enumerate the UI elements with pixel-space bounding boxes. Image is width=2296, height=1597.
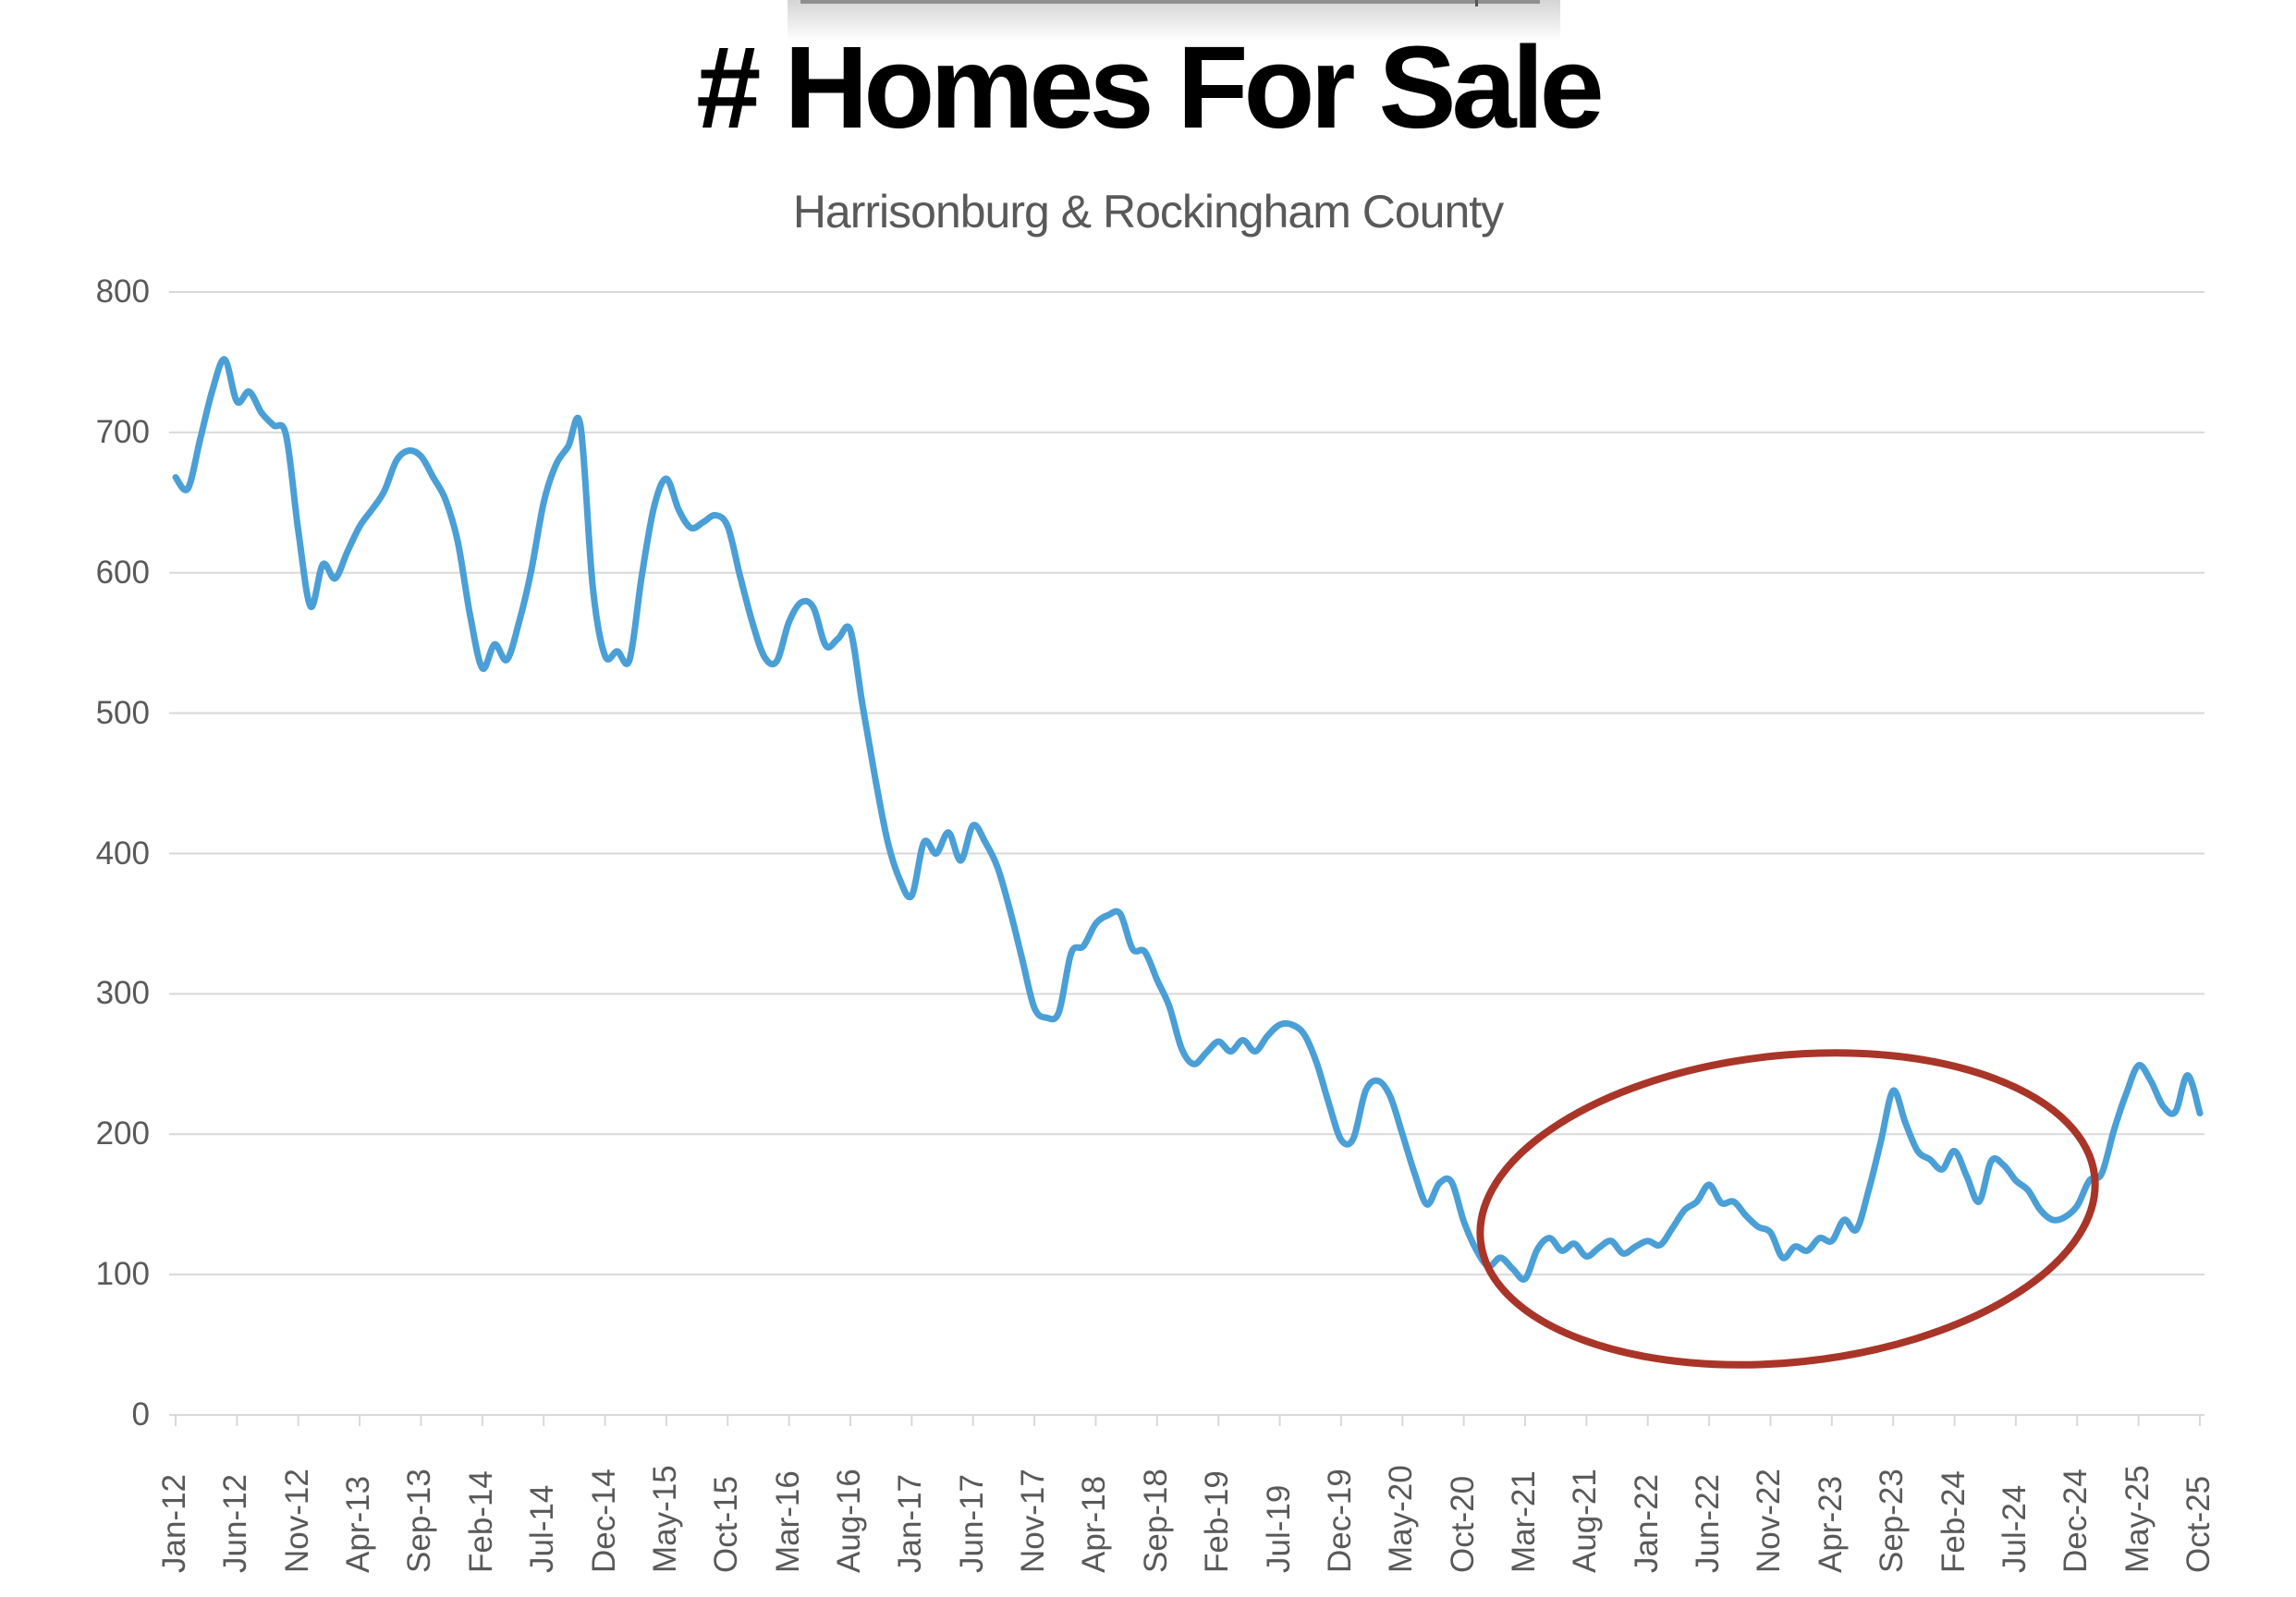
y-axis-label: 500 [95, 694, 150, 731]
x-axis-label: Jan-12 [156, 1473, 192, 1573]
y-axis-label: 700 [95, 413, 150, 450]
screenshot-artifact-bar [800, 0, 1540, 4]
x-axis-label: Nov-12 [278, 1469, 315, 1573]
x-axis-label: Feb-19 [1199, 1470, 1236, 1573]
x-axis-label: Jun-17 [953, 1473, 990, 1573]
x-axis-label: Apr-23 [1812, 1475, 1849, 1573]
x-axis-label: Sep-23 [1874, 1469, 1911, 1573]
x-axis-label: Jul-24 [1996, 1484, 2033, 1573]
x-axis-label: Feb-14 [462, 1470, 499, 1573]
x-axis-label: Aug-16 [831, 1469, 867, 1573]
x-axis-label: Sep-13 [401, 1469, 438, 1573]
y-axis-label: 800 [95, 274, 150, 310]
series-line [172, 356, 2204, 1283]
x-axis-label: Aug-21 [1567, 1469, 1604, 1573]
x-axis-label: Dec-14 [585, 1469, 622, 1573]
chart-subtitle: Harrisonburg & Rockingham County [792, 186, 1504, 238]
x-axis-label: Mar-16 [769, 1470, 806, 1573]
x-axis-label: Jul-14 [524, 1484, 561, 1573]
x-axis-label: Apr-13 [340, 1475, 377, 1573]
chart-title: # Homes For Sale [696, 22, 1604, 152]
y-axis-label: 0 [131, 1396, 150, 1432]
y-axis-label: 600 [95, 554, 150, 591]
x-axis-label: Oct-15 [708, 1475, 745, 1573]
x-axis-label: May-25 [2119, 1465, 2156, 1573]
x-axis-label: Oct-20 [1444, 1475, 1481, 1573]
x-axis-label: Feb-24 [1935, 1470, 1972, 1573]
x-axis-label: Nov-17 [1015, 1469, 1052, 1573]
y-axis-label: 400 [95, 835, 150, 872]
x-axis-label: May-20 [1383, 1465, 1420, 1573]
x-axis-label: Jun-12 [217, 1473, 254, 1573]
x-axis-label: Jan-22 [1628, 1473, 1665, 1573]
x-axis-label: Dec-24 [2058, 1469, 2094, 1573]
x-axis-label: Jun-22 [1690, 1473, 1727, 1573]
annotation-ellipse [1476, 1049, 2099, 1369]
y-axis-label: 200 [95, 1115, 150, 1152]
x-axis-label: May-15 [646, 1465, 683, 1573]
x-axis-label: Jul-19 [1260, 1484, 1297, 1573]
x-axis-label: Jan-17 [892, 1473, 929, 1573]
y-axis-label: 300 [95, 975, 150, 1012]
x-axis-label: Dec-19 [1321, 1469, 1358, 1573]
x-axis-label: Nov-22 [1751, 1469, 1788, 1573]
x-axis-label: Sep-18 [1137, 1469, 1174, 1573]
screenshot-artifact-tick [1475, 0, 1478, 6]
x-axis-label: Oct-25 [2180, 1475, 2217, 1573]
x-axis-label: Apr-18 [1076, 1475, 1113, 1573]
x-axis-label: Mar-21 [1506, 1470, 1542, 1573]
y-axis-label: 100 [95, 1256, 150, 1293]
